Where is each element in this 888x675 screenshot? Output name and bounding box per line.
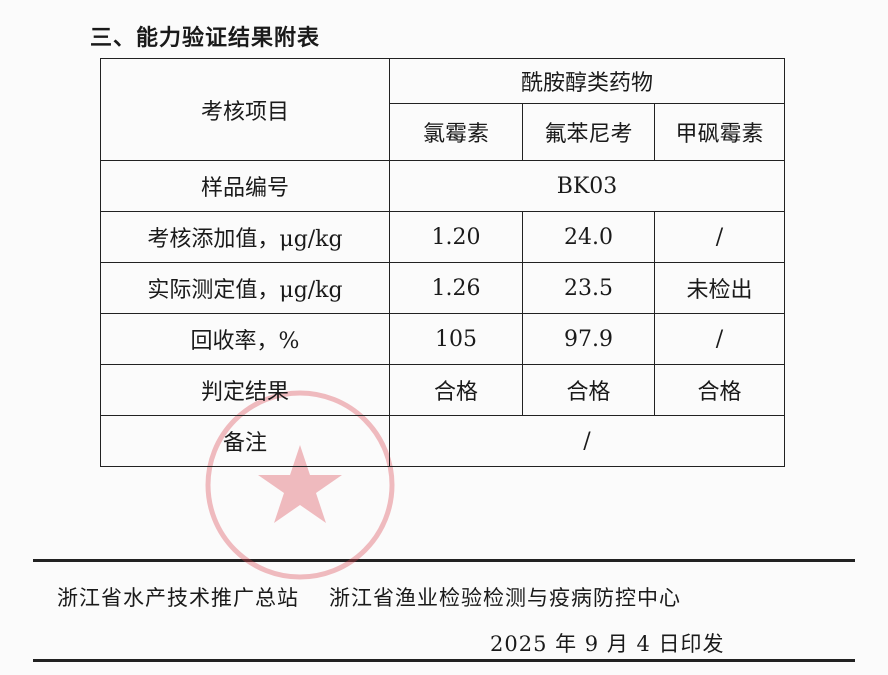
remark-value: /: [389, 415, 785, 467]
cell: 1.26: [389, 262, 523, 314]
issuer: 浙江省水产技术推广总站: [57, 586, 299, 610]
issuers: 浙江省水产技术推广总站 浙江省渔业检验检测与疫病防控中心: [57, 582, 681, 612]
cell: 105: [389, 313, 523, 365]
cell: 97.9: [522, 313, 655, 365]
cell: 1.20: [389, 211, 523, 263]
issue-date: 2025 年 9 月 4 日印发: [490, 632, 725, 656]
table-row: 判定结果 合格 合格 合格: [100, 364, 785, 416]
issuer: 浙江省渔业检验检测与疫病防控中心: [329, 586, 681, 610]
row-label: 判定结果: [100, 364, 390, 416]
cell: 合格: [389, 364, 523, 416]
table-row: 回收率，% 105 97.9 /: [100, 313, 785, 365]
row-label: 样品编号: [100, 160, 390, 212]
row-label: 实际测定值，μg/kg: [100, 262, 390, 314]
column-header: 氟苯尼考: [522, 103, 655, 161]
item-header: 考核项目: [100, 58, 390, 161]
column-header: 甲砜霉素: [654, 103, 785, 161]
divider: [33, 659, 855, 662]
table-row: 实际测定值，μg/kg 1.26 23.5 未检出: [100, 262, 785, 314]
table-row: 样品编号 BK03: [100, 160, 785, 212]
table-row: 备注 /: [100, 415, 785, 467]
section-title: 三、能力验证结果附表: [90, 26, 321, 51]
cell: 23.5: [522, 262, 655, 314]
group-header: 酰胺醇类药物: [389, 58, 785, 104]
cell: 未检出: [654, 262, 785, 314]
column-header: 氯霉素: [389, 103, 523, 161]
row-label: 备注: [100, 415, 390, 467]
results-table: 考核项目 酰胺醇类药物 氯霉素 氟苯尼考 甲砜霉素 样品编号 BK03 考核添加…: [100, 58, 785, 467]
row-label: 回收率，%: [100, 313, 390, 365]
cell: 合格: [522, 364, 655, 416]
row-label: 考核添加值，μg/kg: [100, 211, 390, 263]
cell: /: [654, 313, 785, 365]
table-row: 考核添加值，μg/kg 1.20 24.0 /: [100, 211, 785, 263]
cell: 合格: [654, 364, 785, 416]
sample-id: BK03: [389, 160, 785, 212]
divider: [33, 559, 855, 562]
cell: /: [654, 211, 785, 263]
cell: 24.0: [522, 211, 655, 263]
